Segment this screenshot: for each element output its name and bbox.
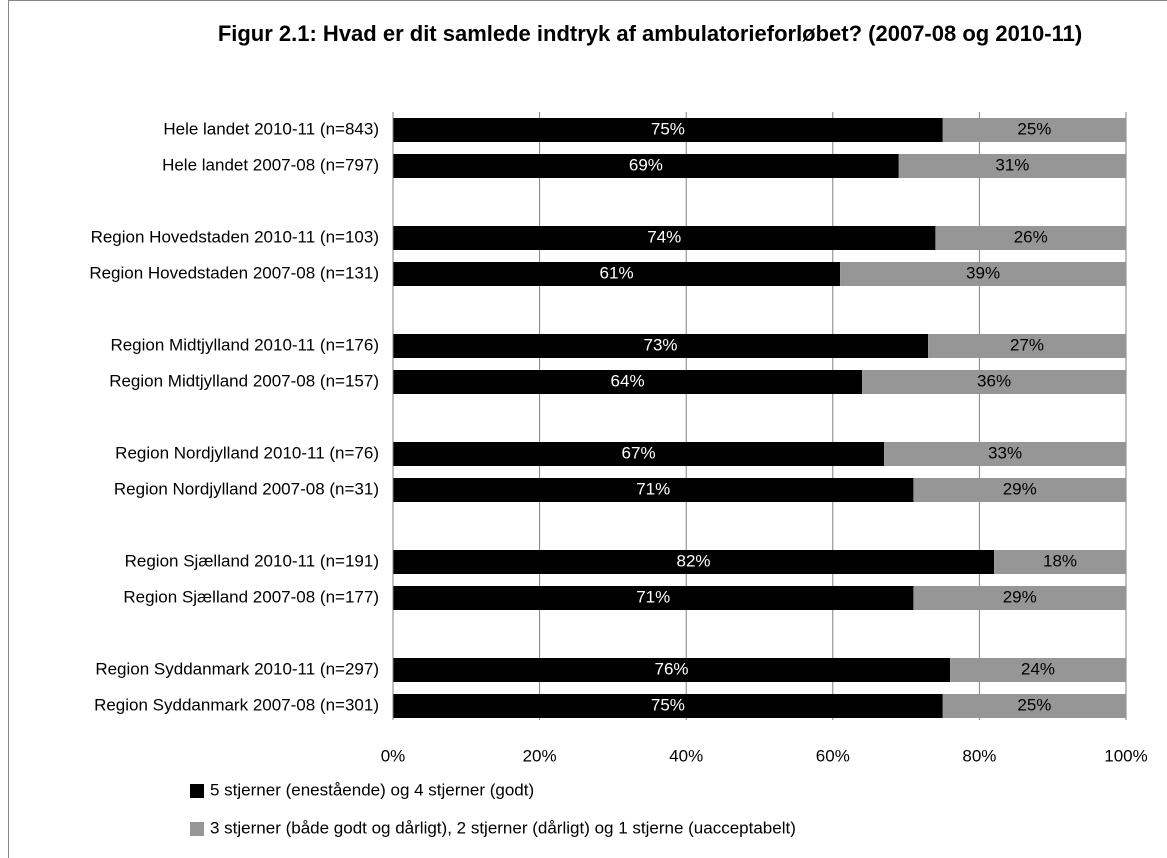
value-label: 29% bbox=[1003, 587, 1037, 606]
x-tick-label: 100% bbox=[1104, 746, 1147, 765]
bar-segment bbox=[913, 478, 1126, 502]
y-tick-label: Region Syddanmark 2010-11 (n=297) bbox=[95, 659, 379, 678]
bar-segment bbox=[862, 370, 1126, 394]
bar-segment bbox=[393, 478, 914, 502]
value-label: 75% bbox=[651, 695, 685, 714]
value-label: 33% bbox=[988, 443, 1022, 462]
value-label: 67% bbox=[622, 443, 656, 462]
value-label: 31% bbox=[995, 155, 1029, 174]
bar-segment bbox=[942, 694, 1126, 718]
bar-segment bbox=[393, 262, 841, 286]
bar-segment bbox=[393, 550, 995, 574]
y-tick-label: Region Nordjylland 2007-08 (n=31) bbox=[114, 479, 379, 498]
y-tick-label: Region Sjælland 2007-08 (n=177) bbox=[123, 587, 379, 606]
chart-title: Figur 2.1: Hvad er dit samlede indtryk a… bbox=[217, 21, 1083, 46]
y-tick-label: Region Midtjylland 2010-11 (n=176) bbox=[110, 335, 379, 354]
value-label: 69% bbox=[629, 155, 663, 174]
y-tick-label: Region Sjælland 2010-11 (n=191) bbox=[125, 551, 379, 570]
bar-segment bbox=[393, 586, 914, 610]
value-label: 75% bbox=[651, 119, 685, 138]
value-label: 61% bbox=[600, 263, 634, 282]
bar-segment bbox=[393, 334, 929, 358]
bar-segment bbox=[898, 154, 1126, 178]
x-tick-label: 0% bbox=[381, 746, 406, 765]
bar-segment bbox=[913, 586, 1126, 610]
value-label: 64% bbox=[611, 371, 645, 390]
bar-segment bbox=[393, 658, 951, 682]
legend-label: 3 stjerner (både godt og dårligt), 2 stj… bbox=[210, 818, 796, 837]
value-label: 27% bbox=[1010, 335, 1044, 354]
value-label: 71% bbox=[636, 587, 670, 606]
value-label: 39% bbox=[966, 263, 1000, 282]
y-tick-label: Region Syddanmark 2007-08 (n=301) bbox=[94, 695, 379, 714]
value-label: 25% bbox=[1017, 695, 1051, 714]
bar-segment bbox=[393, 226, 936, 250]
x-tick-label: 80% bbox=[962, 746, 996, 765]
value-label: 26% bbox=[1014, 227, 1048, 246]
value-label: 18% bbox=[1043, 551, 1077, 570]
bar-segment bbox=[928, 334, 1126, 358]
bar-segment bbox=[393, 694, 943, 718]
value-label: 25% bbox=[1017, 119, 1051, 138]
x-tick-label: 40% bbox=[669, 746, 703, 765]
x-tick-label: 60% bbox=[816, 746, 850, 765]
y-tick-label: Hele landet 2007-08 (n=797) bbox=[162, 155, 379, 174]
y-tick-label: Hele landet 2010-11 (n=843) bbox=[163, 119, 379, 138]
value-label: 24% bbox=[1021, 659, 1055, 678]
value-label: 73% bbox=[644, 335, 678, 354]
frame bbox=[8, 0, 1167, 858]
value-label: 29% bbox=[1003, 479, 1037, 498]
bar-segment bbox=[393, 154, 899, 178]
x-tick-label: 20% bbox=[523, 746, 557, 765]
value-label: 36% bbox=[977, 371, 1011, 390]
y-tick-label: Region Hovedstaden 2010-11 (n=103) bbox=[91, 227, 379, 246]
legend-swatch bbox=[190, 822, 204, 836]
bar-segment bbox=[935, 226, 1126, 250]
legend-label: 5 stjerner (enestående) og 4 stjerner (g… bbox=[210, 780, 534, 799]
value-label: 71% bbox=[636, 479, 670, 498]
bar-segment bbox=[393, 442, 885, 466]
value-label: 74% bbox=[647, 227, 681, 246]
bar-segment bbox=[884, 442, 1126, 466]
bar-segment bbox=[950, 658, 1126, 682]
legend-swatch bbox=[190, 784, 204, 798]
y-tick-label: Region Nordjylland 2010-11 (n=76) bbox=[115, 443, 379, 462]
bar-segment bbox=[942, 118, 1126, 142]
value-label: 76% bbox=[655, 659, 689, 678]
value-label: 82% bbox=[677, 551, 711, 570]
bar-segment bbox=[393, 370, 863, 394]
y-tick-label: Region Hovedstaden 2007-08 (n=131) bbox=[89, 263, 379, 282]
bar-segment bbox=[840, 262, 1126, 286]
bar-segment bbox=[393, 118, 943, 142]
bar-segment bbox=[994, 550, 1126, 574]
y-tick-label: Region Midtjylland 2007-08 (n=157) bbox=[109, 371, 379, 390]
